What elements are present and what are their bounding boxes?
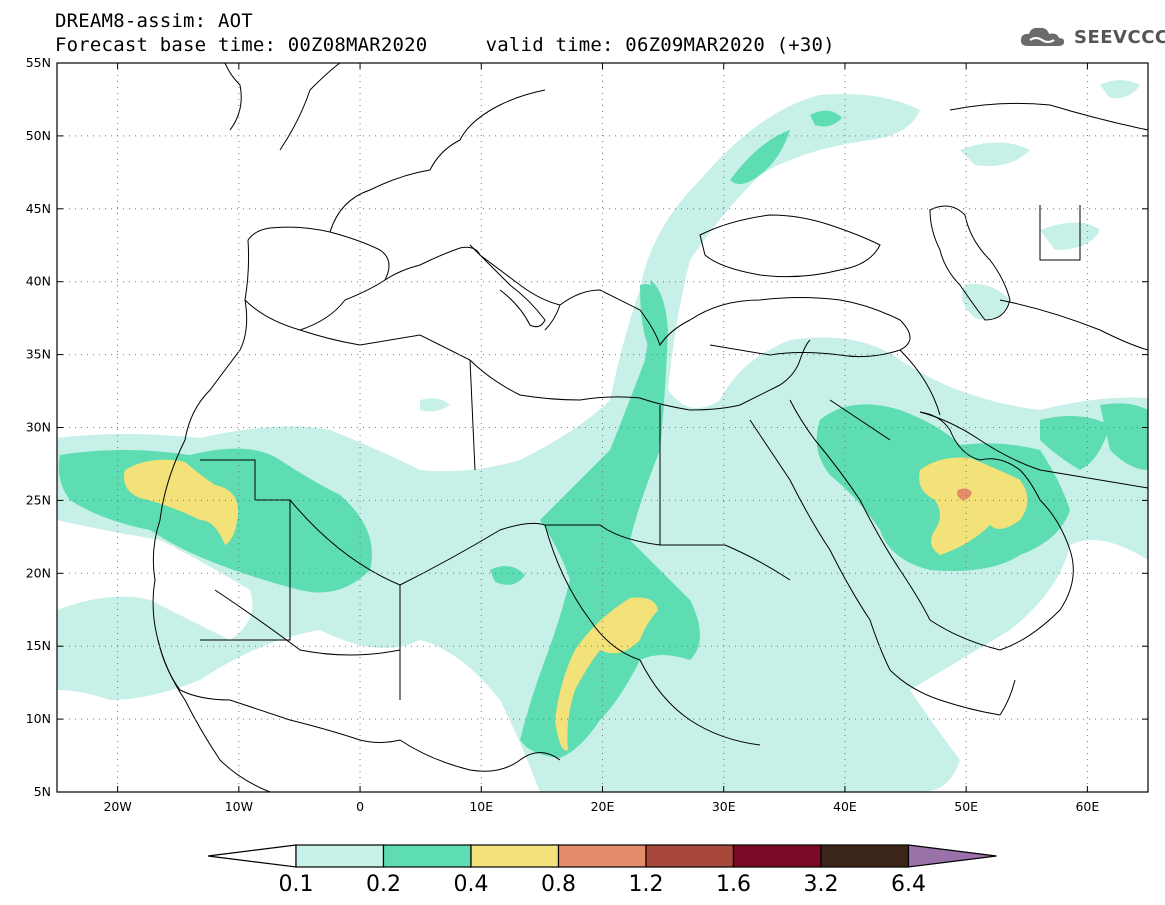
map-title: DREAM8-assim: AOT [55,10,253,32]
colorbar: 0.1 0.2 0.4 0.8 1.2 1.6 3.2 6.4 [207,844,997,897]
colorbar-label: 1.6 [716,872,751,897]
colorbar-label: 3.2 [804,872,839,897]
seevccc-logo: SEEVCCC [1018,24,1165,50]
lon-label: 20E [591,799,615,814]
colorbar-swatch [645,844,735,868]
lat-label: 20N [26,565,51,580]
lon-label: 50E [954,799,978,814]
aot-level-0.1 [57,80,1148,792]
lat-label: 35N [26,347,51,362]
colorbar-swatch [470,844,560,868]
colorbar-swatch [732,844,822,868]
lat-label: 5N [34,784,51,799]
lon-label: 20W [103,799,131,814]
lon-label: 0 [356,799,364,814]
colorbar-label: 0.1 [279,872,314,897]
lon-label: 30E [712,799,736,814]
lat-label: 25N [26,492,51,507]
lon-label: 10E [469,799,493,814]
colorbar-label: 6.4 [891,872,926,897]
axis-ticks: 55N 50N 45N 40N 35N 30N 25N 20N 15N 10N 5N 20W 10W 0 1… [26,55,1148,814]
lat-label: 50N [26,128,51,143]
logo-text: SEEVCCC [1074,26,1165,48]
lat-label: 30N [26,420,51,435]
lon-label: 40E [833,799,857,814]
map-subtitle-times: Forecast base time: 00Z08MAR2020 valid t… [55,34,835,56]
colorbar-label: 0.8 [541,872,576,897]
coastlines [152,63,1148,792]
colorbar-under-triangle [207,844,297,868]
colorbar-swatch [295,844,385,868]
lon-label: 10W [225,799,253,814]
colorbar-swatch [557,844,647,868]
aot-level-0.4 [124,457,1028,751]
colorbar-label: 0.4 [454,872,489,897]
aot-level-0.8 [957,488,972,500]
aot-field [57,80,1148,792]
lat-label: 10N [26,711,51,726]
lat-label: 15N [26,638,51,653]
colorbar-swatch [382,844,472,868]
colorbar-label: 1.2 [629,872,664,897]
colorbar-over-triangle [907,844,997,868]
colorbar-label: 0.2 [366,872,401,897]
lat-label: 55N [26,55,51,70]
lat-label: 45N [26,201,51,216]
colorbar-swatch [820,844,910,868]
lat-label: 40N [26,274,51,289]
cloud-icon [1020,27,1065,46]
lon-label: 60E [1075,799,1099,814]
